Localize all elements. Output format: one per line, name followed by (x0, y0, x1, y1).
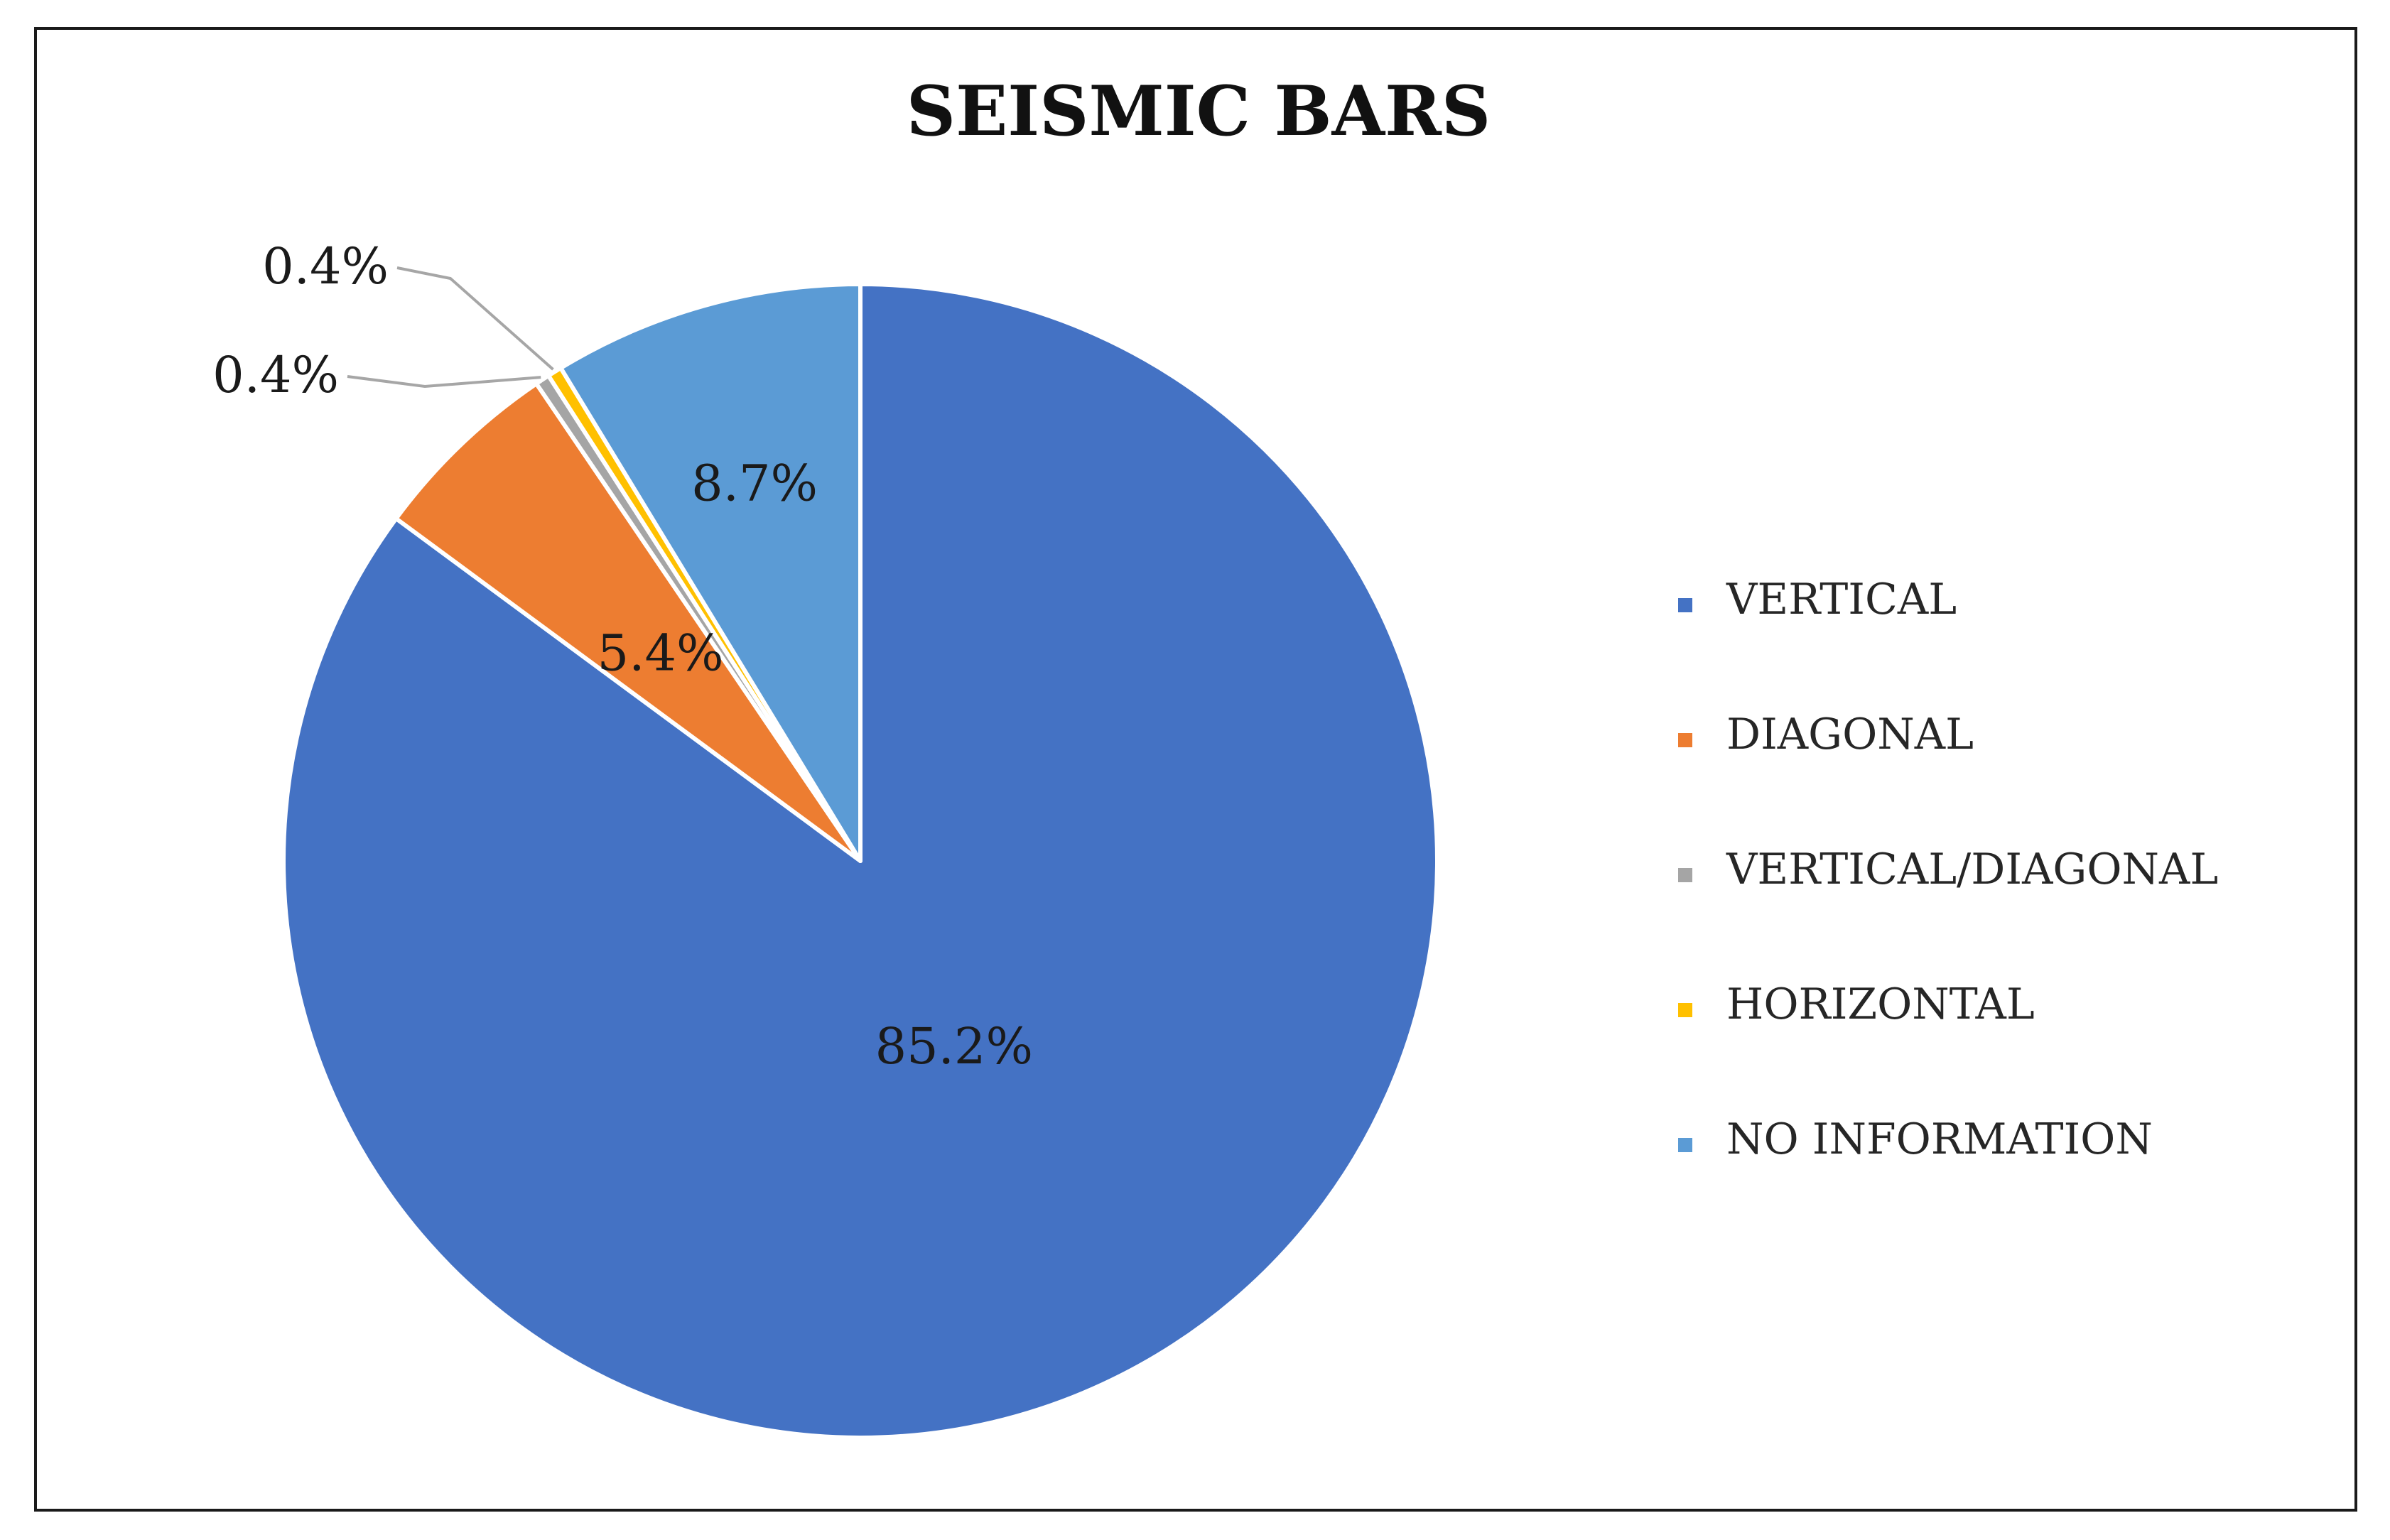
legend-swatch-diagonal (1678, 733, 1692, 747)
leader-lines (347, 266, 554, 389)
legend-label-diagonal: DIAGONAL (1726, 710, 1974, 759)
legend-label-no-information: NO INFORMATION (1726, 1115, 2153, 1164)
legend-label-vertical: VERTICAL (1726, 575, 1957, 624)
leader-line-vertical-diagonal (347, 375, 541, 389)
pie-slices (281, 282, 1439, 1440)
data-label-vertical-diagonal: 0.4% (212, 346, 339, 404)
data-labels: 85.2% 5.4% 0.4% 0.4% 8.7% (212, 237, 1033, 1075)
leader-line-horizontal (396, 266, 554, 371)
pie-slice-no-information (558, 282, 863, 863)
pie-chart: SEISMIC BARS 85.2% 5.4% 0.4% 0.4% 8.7% VERTI… (212, 71, 2218, 1440)
legend-swatch-vertical (1678, 598, 1692, 612)
data-label-horizontal: 0.4% (262, 237, 389, 295)
legend-swatch-vertical-diagonal (1678, 868, 1692, 882)
legend-swatch-no-information (1678, 1138, 1692, 1152)
chart-frame: SEISMIC BARS 85.2% 5.4% 0.4% 0.4% 8.7% VERTI… (34, 27, 2357, 1512)
data-label-no-information: 8.7% (691, 454, 818, 512)
legend: VERTICAL DIAGONAL VERTICAL/DIAGONAL HORIZON… (1678, 575, 2218, 1164)
data-label-diagonal: 5.4% (598, 624, 724, 682)
legend-label-horizontal: HORIZONTAL (1726, 980, 2035, 1029)
legend-swatch-horizontal (1678, 1003, 1692, 1017)
legend-label-vertical-diagonal: VERTICAL/DIAGONAL (1726, 845, 2218, 894)
data-label-vertical: 85.2% (875, 1017, 1033, 1075)
pie-slice-diagonal (394, 381, 863, 863)
chart-title: SEISMIC BARS (907, 71, 1491, 151)
